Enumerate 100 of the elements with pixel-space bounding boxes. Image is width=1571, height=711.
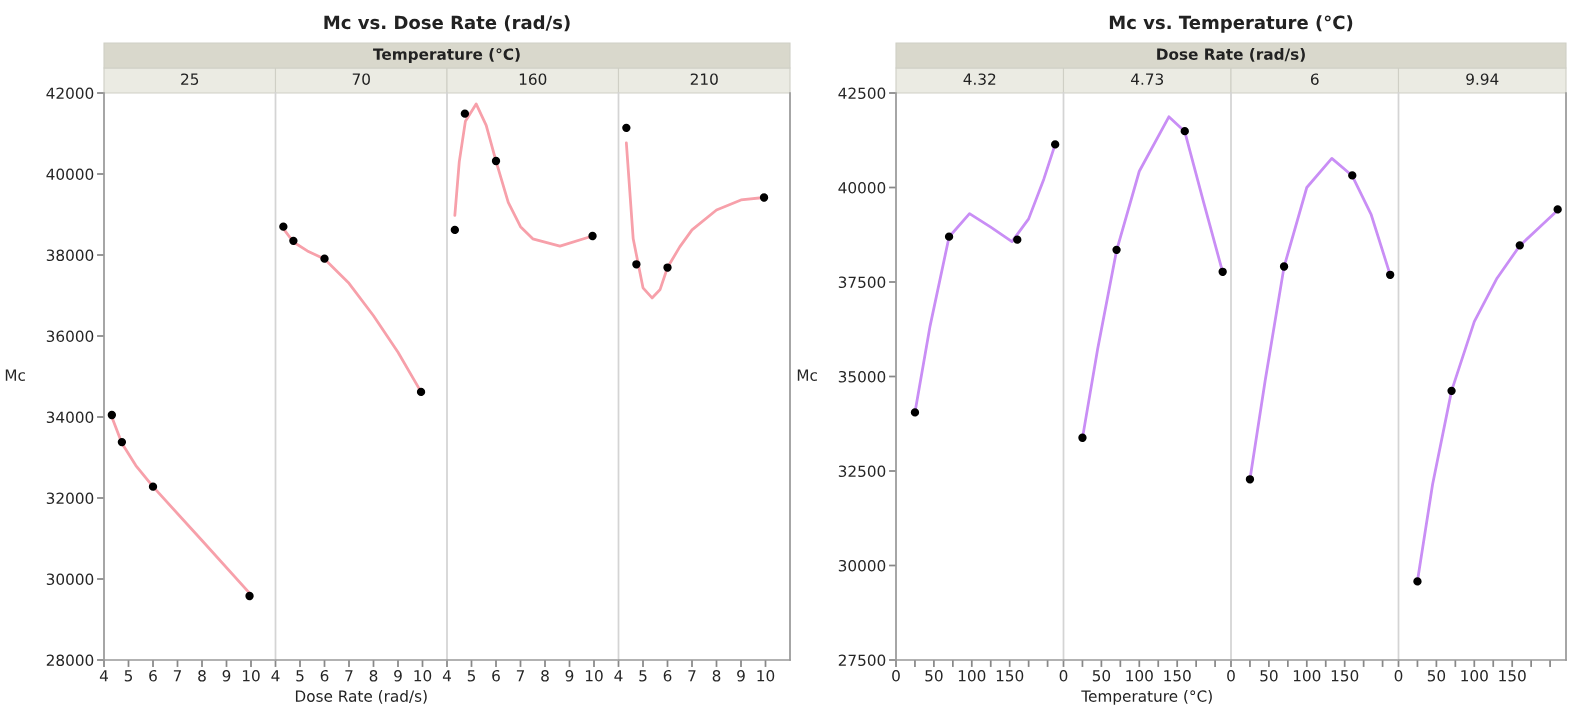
point (491, 156, 501, 166)
y-axis-title: Mc (5, 369, 25, 381)
x-tick-label: 150 (1164, 669, 1191, 682)
point (944, 232, 954, 241)
point (1078, 433, 1087, 442)
y-tick-label: 40000 (46, 168, 94, 181)
x-tick-label: 150 (996, 669, 1024, 682)
chart-title: 4.73 (1130, 73, 1164, 85)
x-tick-label: 4 (442, 670, 451, 682)
x-tick-label: 50 (925, 669, 943, 682)
x-tick-label: 9 (222, 669, 231, 682)
x-tick-label: 4 (271, 670, 280, 682)
point (1348, 171, 1357, 180)
x-tick-label: 8 (198, 669, 206, 682)
point (320, 254, 329, 263)
x-tick-label: 100 (1293, 669, 1321, 682)
point (1013, 235, 1022, 244)
chart-title: 6 (1310, 73, 1319, 85)
x-tick-label: 6 (663, 669, 672, 682)
y-tick-label: 38000 (46, 249, 94, 262)
point (1180, 127, 1189, 136)
x-tick-label: 4 (614, 670, 623, 682)
point (632, 260, 641, 269)
chart-title: 210 (690, 73, 718, 85)
point (117, 437, 127, 447)
x-tick-label: 6 (492, 669, 500, 682)
y-tick-label: 30000 (838, 559, 886, 572)
x-tick-label: 100 (1461, 669, 1488, 682)
point (450, 225, 460, 235)
point (1553, 205, 1562, 214)
point (245, 591, 254, 601)
point (1447, 386, 1456, 396)
x-tick-label: 100 (958, 669, 986, 682)
x-tick-label: 7 (688, 670, 696, 682)
x-tick-label: 9 (394, 669, 402, 682)
x-tick-label: 50 (1092, 669, 1111, 682)
text: Temperature (°C) (373, 48, 520, 63)
x-tick-label: 100 (1126, 669, 1153, 682)
chart-title: 160 (519, 73, 547, 85)
x-tick-label: 10 (585, 669, 603, 682)
x-tick-label: 5 (124, 670, 133, 682)
x-tick-label: 150 (1331, 669, 1359, 682)
x-tick-label: 8 (541, 669, 549, 682)
point (460, 109, 470, 118)
x-tick-label: 10 (242, 669, 260, 682)
y-tick-label: 28000 (46, 654, 94, 667)
x-tick-label: 7 (516, 670, 525, 682)
point (289, 236, 298, 245)
point (107, 410, 117, 420)
x-tick-label: 6 (320, 669, 329, 682)
x-tick-label: 150 (1499, 669, 1526, 682)
point (1112, 245, 1121, 255)
y-tick-label: 34000 (46, 411, 94, 424)
point (622, 123, 631, 132)
y-tick-label: 35000 (838, 370, 886, 383)
x-tick-label: 0 (892, 669, 900, 682)
text: Dose Rate (rad/s) (1157, 48, 1305, 62)
chart-title: 9.94 (1466, 73, 1499, 85)
y-tick-label: 32500 (838, 465, 886, 478)
y-tick-label: 30000 (46, 573, 94, 586)
x-tick-label: 0 (1059, 669, 1068, 682)
x-tick-label: 0 (1394, 669, 1403, 682)
y-tick-label: 32000 (46, 492, 94, 505)
chart-title: 25 (181, 73, 199, 85)
y-tick-label: 42500 (838, 87, 886, 100)
x-tick-label: 9 (737, 669, 745, 682)
x-tick-label: 8 (369, 669, 378, 682)
point (1245, 475, 1255, 484)
point (1218, 267, 1227, 276)
x-tick-label: 9 (565, 669, 574, 682)
point (663, 263, 672, 272)
point (1051, 140, 1060, 149)
x-axis-title: Dose Rate (rad/s) (295, 690, 427, 704)
point (1279, 262, 1289, 271)
text: Mc vs. Temperature (°C) (1109, 15, 1353, 33)
point (416, 387, 426, 397)
y-tick-label: 36000 (46, 330, 94, 343)
x-tick-label: 4 (99, 670, 108, 682)
point (1515, 241, 1524, 250)
x-tick-label: 0 (1227, 669, 1235, 682)
point (148, 482, 158, 491)
x-tick-label: 50 (1260, 669, 1278, 682)
x-tick-label: 5 (639, 670, 647, 682)
text: Mc vs. Dose Rate (rad/s) (324, 15, 570, 32)
chart-title: 70 (352, 73, 370, 85)
x-tick-label: 5 (296, 670, 304, 682)
x-tick-label: 10 (757, 669, 775, 682)
x-tick-label: 7 (345, 670, 353, 682)
point (910, 408, 920, 417)
point (1386, 270, 1395, 279)
point (588, 231, 597, 241)
y-tick-label: 40000 (838, 181, 886, 194)
x-tick-label: 50 (1427, 669, 1446, 682)
point (279, 222, 288, 231)
y-axis-title: Mc (797, 369, 817, 381)
x-tick-label: 7 (173, 670, 182, 682)
y-tick-label: 27500 (838, 654, 886, 667)
y-tick-label: 42000 (46, 87, 94, 100)
x-tick-label: 5 (467, 670, 476, 682)
chart-title: 4.32 (963, 73, 996, 85)
